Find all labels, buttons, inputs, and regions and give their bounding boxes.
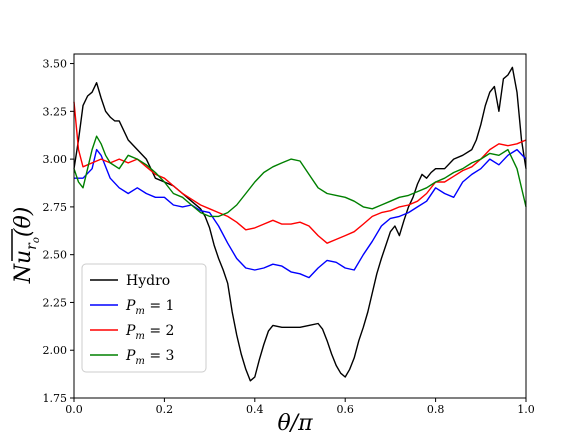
series-line-1 <box>74 148 527 279</box>
y-tick-label: 3.25 <box>43 105 68 118</box>
plot-frame <box>73 53 527 399</box>
legend-label-0: Hydro <box>126 273 170 289</box>
y-axis-label-arg: (θ) <box>11 207 36 237</box>
y-axis-ticks: 1.75 2.00 2.25 2.50 2.75 3.00 3.25 3.50 <box>43 58 74 405</box>
x-tick-label: 0.6 <box>336 403 354 416</box>
legend-label-2: Pm = 2 <box>125 323 174 342</box>
legend: Hydro Pm = 1 Pm = 2 Pm = 3 <box>81 263 207 373</box>
x-axis-label: θ/π <box>277 411 313 436</box>
series-layer <box>73 66 527 382</box>
y-tick-label: 3.50 <box>43 58 68 71</box>
series-line-3 <box>73 135 527 218</box>
x-tick-label: 0.8 <box>427 403 445 416</box>
y-axis-label-sub: r <box>24 242 40 250</box>
y-tick-label: 2.00 <box>43 344 68 357</box>
y-tick-label: 3.00 <box>43 153 68 166</box>
y-tick-label: 2.50 <box>43 249 68 262</box>
x-tick-label: 1.0 <box>517 403 535 416</box>
x-tick-label: 0.4 <box>246 403 264 416</box>
y-tick-label: 1.75 <box>43 392 68 405</box>
x-tick-label: 0.0 <box>65 403 83 416</box>
x-tick-label: 0.2 <box>156 403 174 416</box>
x-axis-ticks: 0.0 0.2 0.4 0.6 0.8 1.0 <box>65 398 535 416</box>
series-line-2 <box>73 101 527 244</box>
y-tick-label: 2.75 <box>43 201 68 214</box>
legend-box <box>81 263 207 373</box>
y-axis-label-main: Nu <box>11 250 36 284</box>
y-tick-label: 2.25 <box>43 296 68 309</box>
y-axis-label-subsub: o <box>31 237 42 243</box>
svg-text:Nuro(θ): Nuro(θ) <box>11 207 42 285</box>
legend-label-1: Pm = 1 <box>125 298 174 317</box>
y-axis-label: Nuro(θ) <box>11 207 42 285</box>
legend-label-3: Pm = 3 <box>125 348 174 367</box>
